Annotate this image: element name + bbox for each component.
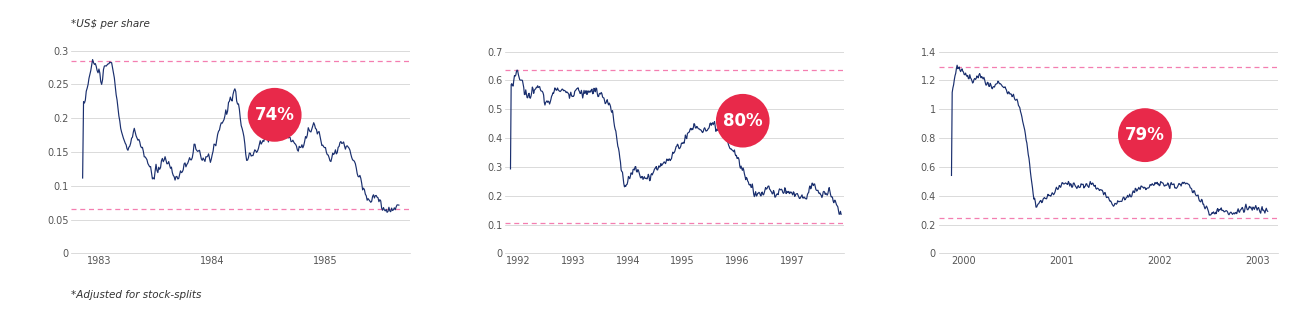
Text: 74%: 74% — [254, 106, 294, 124]
Text: *Adjusted for stock-splits: *Adjusted for stock-splits — [71, 290, 202, 300]
Text: 79%: 79% — [1124, 126, 1165, 144]
Text: 80%: 80% — [722, 112, 763, 130]
Text: *US$ per share: *US$ per share — [71, 19, 150, 29]
